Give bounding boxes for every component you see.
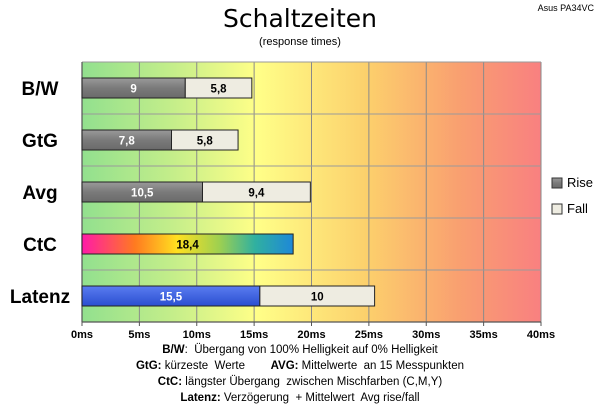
- x-tick-label: 20ms: [297, 329, 325, 340]
- x-tick-label: 40ms: [527, 329, 555, 340]
- bar-fall: [184, 77, 253, 99]
- legend: Rise Fall: [551, 175, 593, 216]
- bar-label-fall: 5,8: [197, 136, 214, 148]
- x-tick-label: 10ms: [183, 329, 211, 340]
- x-tick-label: 5ms: [128, 329, 150, 340]
- bar-label-fall: 9,4: [248, 188, 265, 200]
- monitor-model-label: Asus PA34VC: [537, 3, 594, 13]
- bar-fall: [259, 285, 376, 307]
- footnotes: B/W: Übergang von 100% Helligkeit auf 0%…: [0, 342, 600, 406]
- legend-swatch: [551, 203, 563, 215]
- x-tick-label: 30ms: [412, 329, 440, 340]
- note-ctc: CtC: längster Übergang zwischen Mischfar…: [157, 376, 443, 388]
- bars-group: 9 5,8 7,8 5,8 10,5 9,4 18,4 15,5 10: [81, 77, 376, 307]
- bar-fall: [171, 129, 239, 151]
- x-tick-label: 35ms: [470, 329, 498, 340]
- category-label: Latenz: [10, 287, 70, 308]
- bar-label-rise: 9: [130, 84, 136, 96]
- chart-subtitle: (response times): [259, 36, 341, 48]
- note-bw: B/W: Übergang von 100% Helligkeit auf 0%…: [162, 344, 438, 356]
- bar-label-fall: 5,8: [211, 84, 228, 96]
- bar-label-fall: 10: [311, 292, 324, 304]
- chart-title: Schaltzeiten: [222, 4, 377, 33]
- legend-label: Rise: [567, 175, 593, 190]
- legend-label: Fall: [567, 201, 588, 216]
- x-tick-label: 0ms: [71, 329, 93, 340]
- note-latenz: Latenz: Verzögerung + Mittelwert Avg ris…: [180, 392, 420, 404]
- category-label: B/W: [22, 79, 59, 100]
- category-label: GtG: [22, 131, 58, 152]
- bar-fall: [201, 181, 311, 203]
- x-tick-labels: 0ms 5ms 10ms 15ms 20ms 25ms 30ms 35ms 40ms: [71, 329, 555, 340]
- bar-label-rise: 7,8: [119, 136, 136, 148]
- response-time-chart: 9 5,8 7,8 5,8 10,5 9,4 18,4 15,5 10 B/W GtG Avg CtC…: [10, 61, 593, 340]
- legend-swatch: [551, 177, 563, 189]
- category-label: Avg: [22, 183, 57, 204]
- category-label: CtC: [23, 235, 57, 256]
- bar-label-rise: 15,5: [160, 292, 183, 304]
- x-tick-label: 25ms: [355, 329, 383, 340]
- bar-label-rise: 18,4: [176, 240, 199, 252]
- bar-label-rise: 10,5: [131, 188, 154, 200]
- note-gtg-avg: GtG: kürzeste Werte AVG: Mittelwerte an …: [135, 360, 465, 372]
- bar-rise: [81, 233, 294, 255]
- category-labels: B/W GtG Avg CtC Latenz: [10, 79, 70, 308]
- x-tick-label: 15ms: [240, 329, 268, 340]
